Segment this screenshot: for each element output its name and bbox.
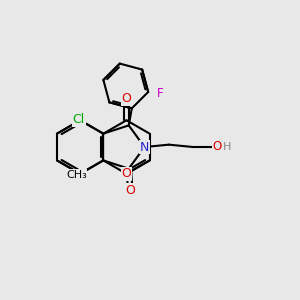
Text: O: O xyxy=(125,184,135,196)
Text: N: N xyxy=(140,140,149,154)
Text: O: O xyxy=(122,167,131,180)
Text: Cl: Cl xyxy=(73,113,85,126)
Text: O: O xyxy=(122,92,131,105)
Text: O: O xyxy=(212,140,222,153)
Text: CH₃: CH₃ xyxy=(66,169,87,179)
Text: F: F xyxy=(158,87,164,100)
Text: H: H xyxy=(223,142,231,152)
